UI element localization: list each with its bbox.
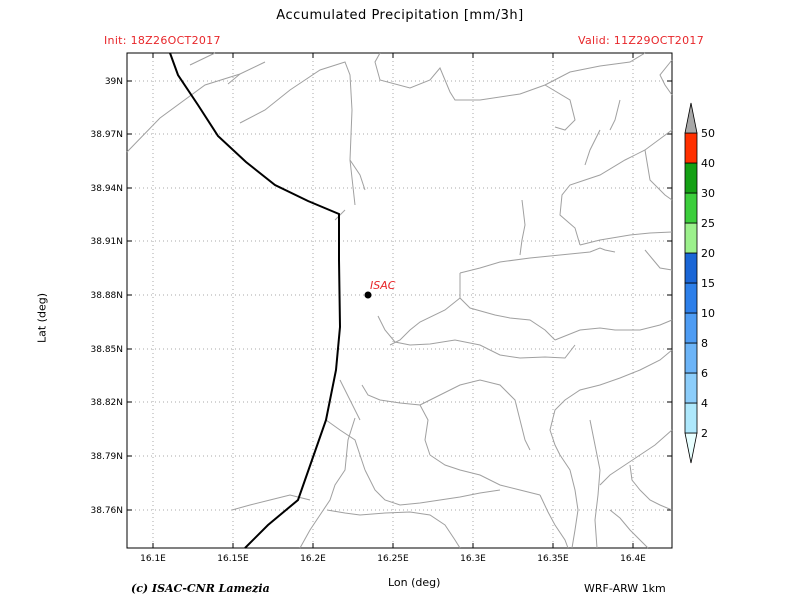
road-line [374,52,646,101]
colorbar-swatch [684,402,698,434]
y-tick-label: 38.88N [91,291,124,301]
colorbar-label: 20 [701,247,715,260]
road-line [429,454,541,496]
colorbar-swatch [684,282,698,314]
road-line [599,429,673,486]
x-tick-label: 16.15E [217,554,249,564]
colorbar-upper-triangle [684,102,698,134]
road-line [644,149,673,201]
road-line [349,159,366,191]
road-line [659,59,673,96]
road-line [644,249,673,271]
y-tick-label: 38.85N [91,345,124,355]
road-line [126,61,266,153]
road-line [609,99,621,131]
colorbar-swatch [684,342,698,374]
road-line [584,129,601,166]
road-line [339,379,361,421]
init-time: Init: 18Z26OCT2017 [104,34,221,47]
colorbar-label: 15 [701,277,715,290]
y-tick-label: 38.97N [91,130,124,140]
x-tick-label: 16.35E [537,554,569,564]
road-line [231,494,311,511]
y-tick-label: 38.91N [91,237,124,247]
credit-text: (c) ISAC-CNR Lamezia [131,582,270,595]
y-axis-ticks: 39N 38.97N 38.94N 38.91N 38.88N 38.85N 38.82N 3… [91,77,672,516]
colorbar-swatch [684,132,698,164]
road-line [554,319,673,341]
x-tick-label: 16.4E [620,554,646,564]
road-line [189,52,216,66]
y-tick-label: 38.82N [91,398,124,408]
model-label: WRF-ARW 1km [584,582,666,595]
x-tick-label: 16.3E [460,554,486,564]
road-line [549,349,673,456]
colorbar-swatch [684,312,698,344]
x-tick-label: 16.1E [140,554,166,564]
road-line [609,509,649,549]
colorbar-lower-triangle [684,432,698,464]
station-marker [364,291,372,299]
colorbar-label: 30 [701,187,715,200]
road-line [326,509,461,549]
road-line [579,231,673,246]
y-tick-label: 38.76N [91,506,124,516]
grid-lines [127,53,672,548]
road-line [539,494,569,549]
road-line [227,73,241,85]
road-line [629,464,673,511]
colorbar-label: 4 [701,397,708,410]
colorbar: 2 4 6 8 10 15 20 25 30 40 50 [684,102,715,464]
x-axis-label: Lon (deg) [388,576,441,589]
road-line [377,315,576,359]
station-label: ISAC [370,279,396,292]
road-line [364,469,501,506]
colorbar-swatch [684,252,698,284]
coastline [169,52,342,549]
road-line [419,379,531,451]
y-tick-label: 38.94N [91,184,124,194]
colorbar-swatch [684,222,698,254]
road-line [239,61,356,206]
colorbar-swatch [684,372,698,404]
road-line [459,247,616,274]
colorbar-label: 2 [701,427,708,440]
road-line [325,419,366,471]
road-line [559,454,579,549]
y-tick-label: 38.79N [91,452,124,462]
colorbar-swatch [684,192,698,224]
x-tick-label: 16.25E [377,554,409,564]
x-axis-ticks: 16.1E 16.15E 16.2E 16.25E 16.3E 16.35E 16.4E [140,53,646,564]
road-line [544,84,576,131]
colorbar-label: 40 [701,157,715,170]
road-line [559,129,673,246]
valid-time: Valid: 11Z29OCT2017 [578,34,704,47]
road-line [459,273,556,341]
y-tick-label: 39N [105,77,123,87]
colorbar-swatch [684,162,698,194]
road-line [589,419,601,549]
x-tick-label: 16.2E [300,554,326,564]
colorbar-label: 6 [701,367,708,380]
roads-layer [126,52,673,549]
colorbar-label: 25 [701,217,715,230]
road-line [389,297,461,346]
chart-title: Accumulated Precipitation [mm/3h] [276,8,524,23]
road-line [299,417,356,549]
colorbar-label: 10 [701,307,715,320]
road-line [361,384,431,456]
road-line [519,199,526,256]
y-axis-label: Lat (deg) [35,293,49,343]
colorbar-label: 8 [701,337,708,350]
map-frame [126,52,673,549]
colorbar-label: 50 [701,127,715,140]
